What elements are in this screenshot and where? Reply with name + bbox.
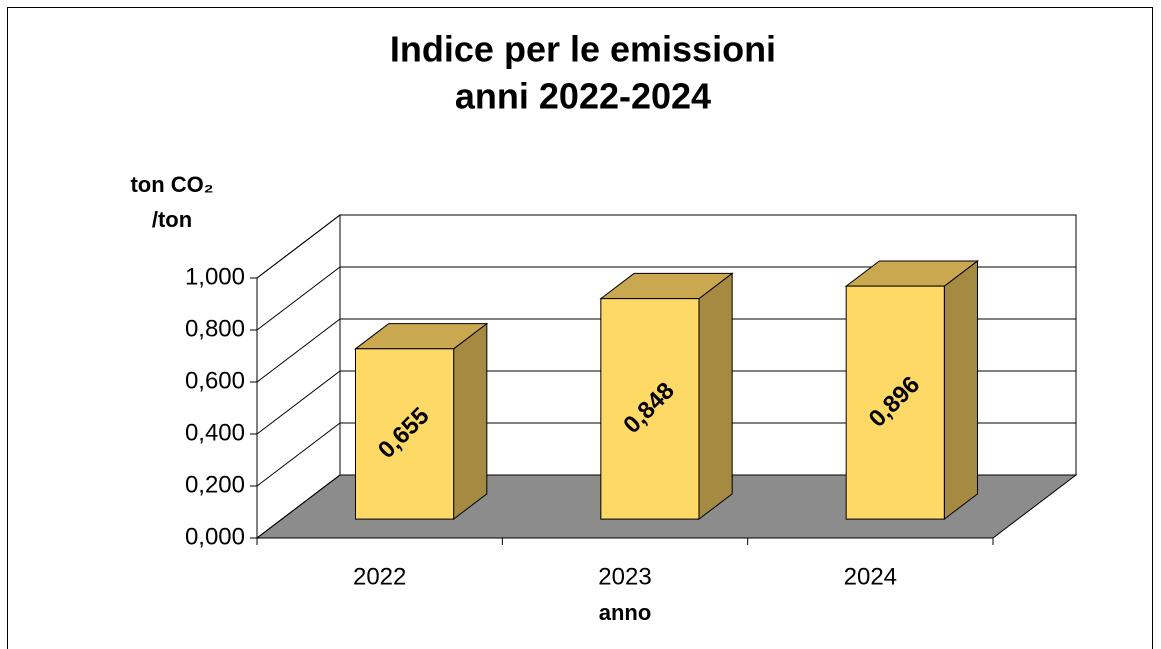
y-tick-label: 0,400 (185, 419, 245, 446)
grid-line (256, 422, 1076, 487)
x-tick-label: 2023 (598, 563, 651, 590)
bar (600, 298, 700, 520)
bar-side (943, 259, 978, 521)
y-axis-label: /ton (152, 207, 192, 232)
x-tick-label: 2024 (844, 563, 897, 590)
y-tick-label: 1,000 (185, 263, 245, 290)
grid-line (256, 370, 1076, 435)
y-axis-label: ton CO₂ (130, 172, 213, 197)
bar-side (698, 272, 733, 521)
grid-line (256, 266, 1076, 331)
y-tick-label: 0,800 (185, 315, 245, 342)
bar (355, 348, 455, 520)
grid-line (256, 318, 1076, 383)
chart-title: anni 2022-2024 (455, 76, 711, 117)
bar-side (453, 322, 488, 521)
bar (845, 285, 945, 520)
x-tick-label: 2022 (353, 563, 406, 590)
grid-line (256, 474, 1076, 539)
x-axis-label: anno (599, 600, 652, 625)
y-tick-label: 0,600 (185, 367, 245, 394)
y-tick-label: 0,000 (185, 523, 245, 550)
chart-title: Indice per le emissioni (390, 29, 776, 70)
grid-line (256, 214, 1076, 279)
y-tick-label: 0,200 (185, 471, 245, 498)
